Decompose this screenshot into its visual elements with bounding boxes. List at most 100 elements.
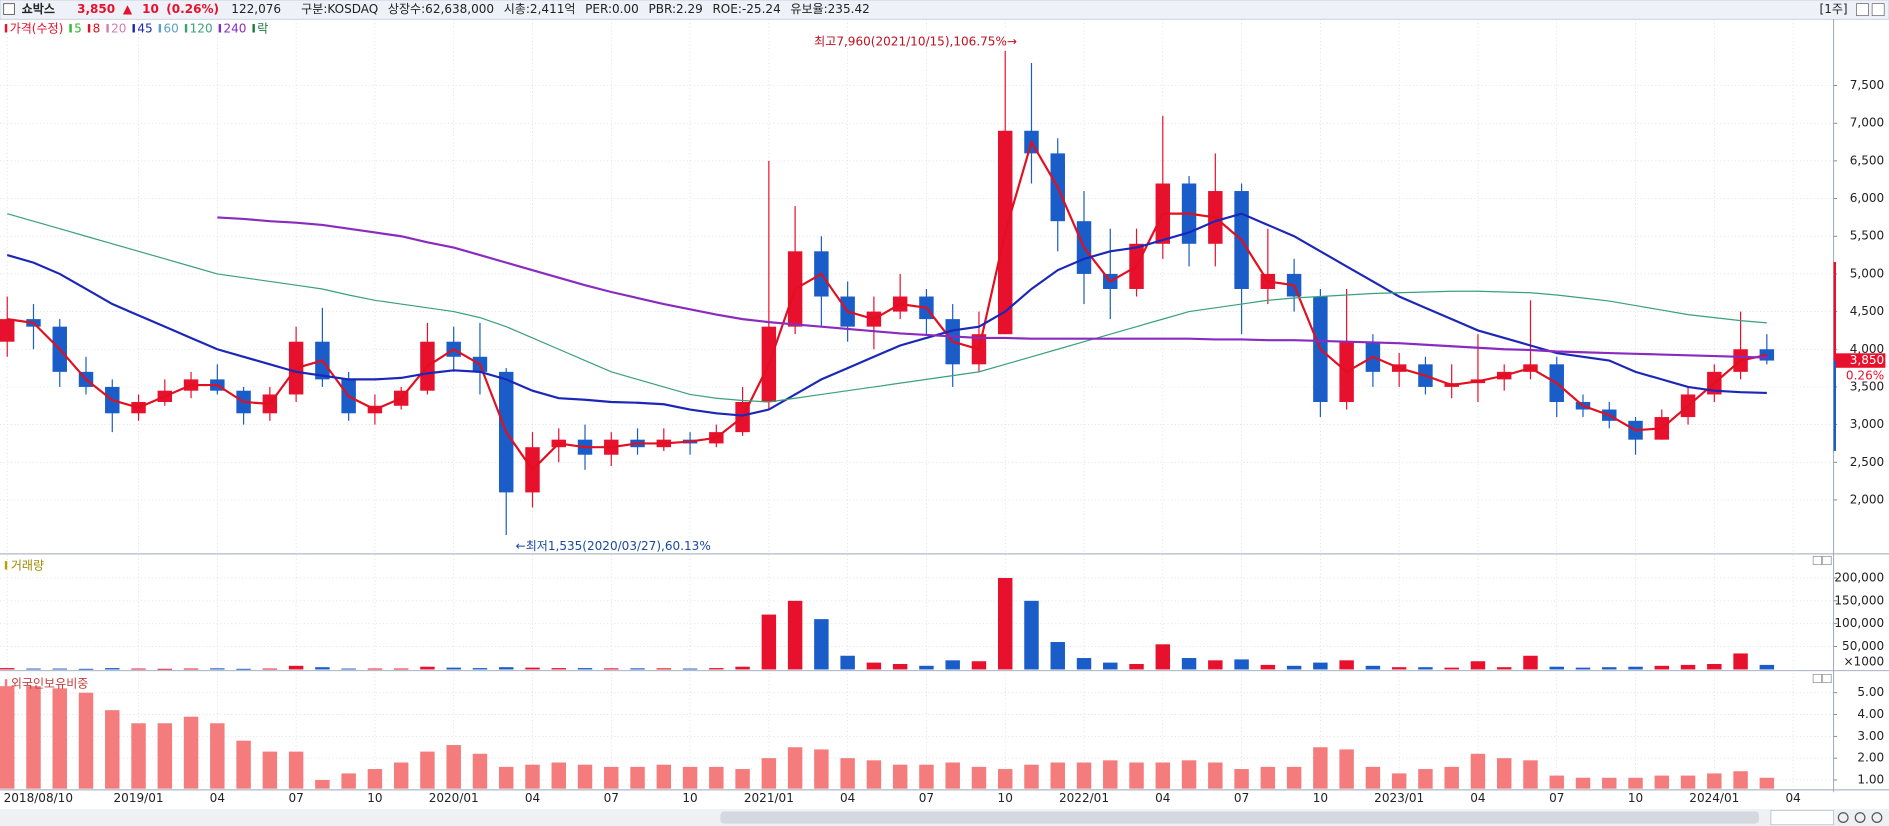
bar <box>26 686 41 789</box>
bar <box>236 740 251 789</box>
x-tick-label: 04 <box>1470 791 1485 805</box>
bar <box>656 764 672 789</box>
bar <box>1339 660 1354 670</box>
bar <box>814 619 829 670</box>
panel-title: 외국인보유비중 <box>11 676 89 690</box>
bar <box>183 668 199 670</box>
y-tick-label: 50,000 <box>1842 639 1884 653</box>
x-tick-label: 2020/01 <box>429 791 479 805</box>
bar <box>26 668 41 670</box>
bar <box>1050 642 1065 670</box>
bar <box>1024 764 1039 789</box>
panel-button[interactable] <box>1812 673 1822 684</box>
close-button[interactable] <box>1871 3 1885 17</box>
bar <box>1076 658 1092 670</box>
bar <box>52 688 67 789</box>
bar <box>367 769 383 789</box>
change-pct: (0.26%) <box>166 2 219 16</box>
panel-title-swatch <box>4 561 8 570</box>
x-tick-label: 2021/01 <box>744 791 794 805</box>
bar <box>1496 758 1512 789</box>
bar <box>919 665 934 670</box>
legend-entry: 240 <box>223 21 246 35</box>
annotation-low: ←최저1,535(2020/03/27),60.13% <box>516 539 711 553</box>
bar <box>1707 773 1722 789</box>
bar <box>1602 667 1617 670</box>
header-checkbox[interactable] <box>3 3 15 15</box>
bar <box>1549 666 1564 670</box>
bar <box>1470 753 1486 789</box>
panel-title-swatch <box>4 679 8 688</box>
bar <box>892 663 908 670</box>
period[interactable]: [1주] <box>1820 2 1848 16</box>
legend-entry: 8 <box>93 21 101 35</box>
bar <box>577 764 593 789</box>
header-texts: 쇼박스 3,850 ▲ 10 (0.26%) 122,076 <box>22 1 281 16</box>
panel-button[interactable] <box>1822 555 1832 566</box>
zoom-slider[interactable] <box>1770 810 1834 826</box>
bar <box>551 668 566 670</box>
zoom-reset-button[interactable] <box>1871 812 1883 823</box>
bar <box>498 667 514 670</box>
y-tick-label: 2,000 <box>1850 492 1884 506</box>
bar <box>945 762 960 789</box>
zoom-in-button[interactable] <box>1854 812 1866 823</box>
y-tick-label: 2.00 <box>1857 751 1884 765</box>
x-tick-label: 04 <box>210 791 225 805</box>
bar <box>1523 655 1538 670</box>
bar <box>0 686 15 789</box>
y-tick-label: 4,500 <box>1850 304 1884 318</box>
bar <box>288 751 304 789</box>
panel-button[interactable] <box>1812 555 1822 566</box>
header-field: 상장수:62,638,000 <box>388 2 494 16</box>
x-tick-label: 10 <box>998 791 1013 805</box>
bar <box>78 668 94 670</box>
bar <box>446 667 461 670</box>
stock-name: 쇼박스 <box>22 1 55 16</box>
bar <box>1208 660 1223 670</box>
zoom-out-button[interactable] <box>1837 812 1849 823</box>
bar <box>1759 664 1775 670</box>
y-tick-label: 7,500 <box>1850 78 1884 92</box>
bar <box>761 758 777 789</box>
bar <box>840 655 855 670</box>
legend-swatch <box>158 24 162 33</box>
change: 10 <box>142 2 159 16</box>
bar <box>735 666 750 670</box>
bar <box>1129 663 1144 670</box>
y-tick-label: 3,500 <box>1850 379 1884 393</box>
legend-swatch <box>218 24 222 33</box>
bar <box>157 723 173 789</box>
scrollbar-thumb[interactable] <box>720 811 1759 824</box>
bar <box>1391 773 1407 789</box>
price: 3,850 <box>77 2 115 16</box>
bar <box>1628 777 1643 789</box>
x-tick-label: 2023/01 <box>1374 791 1424 805</box>
window-button[interactable] <box>1856 3 1869 17</box>
volume: 122,076 <box>231 2 281 16</box>
legend-swatch <box>69 24 72 33</box>
panel-button[interactable] <box>1822 673 1832 684</box>
x-tick-label: 2022/01 <box>1059 791 1109 805</box>
legend-swatch <box>252 24 255 33</box>
bar <box>78 692 94 789</box>
bar <box>131 668 146 670</box>
bar <box>997 577 1013 670</box>
bar <box>1628 666 1643 670</box>
bar <box>1286 665 1302 670</box>
y-tick-label: 5,500 <box>1850 229 1884 243</box>
annotation-high: 최고7,960(2021/10/15),106.75%→ <box>814 35 1017 49</box>
bar <box>393 668 409 670</box>
bar <box>1575 667 1591 670</box>
bar <box>1129 762 1144 789</box>
bar <box>761 614 777 670</box>
bar <box>971 766 987 789</box>
bar <box>1496 667 1512 670</box>
bar <box>1050 762 1065 789</box>
bar <box>840 758 855 789</box>
x-tick-label: 04 <box>840 791 855 805</box>
bar <box>525 667 540 670</box>
bar <box>367 668 383 670</box>
